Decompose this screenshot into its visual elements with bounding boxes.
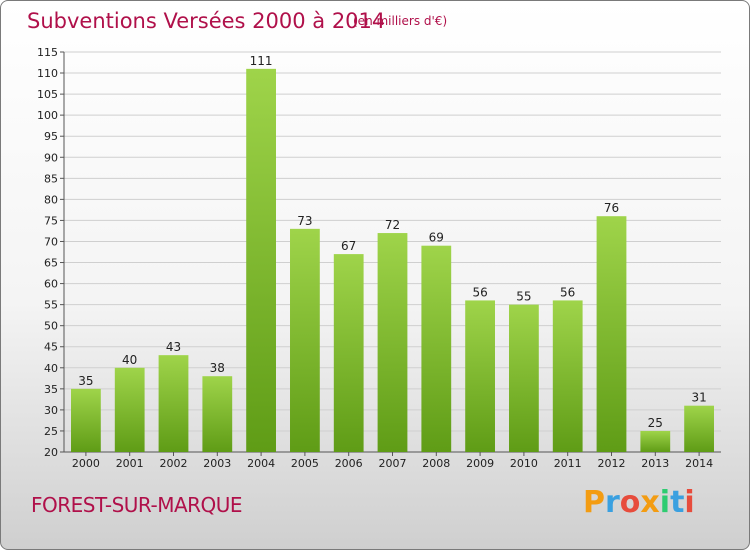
y-tick-label: 70 [44, 235, 58, 248]
data-label-2003: 38 [210, 361, 225, 375]
y-tick-label: 105 [37, 88, 58, 101]
y-tick-label: 40 [44, 362, 58, 375]
y-tick-label: 90 [44, 151, 58, 164]
logo-letter: i [659, 485, 671, 520]
data-label-2009: 56 [472, 285, 487, 299]
bar-2012 [596, 216, 627, 452]
x-tick-label-2004: 2004 [247, 457, 275, 470]
bar-2004 [246, 68, 276, 452]
y-tick-label: 35 [44, 383, 58, 396]
data-label-2014: 31 [691, 391, 706, 405]
bar-2008 [421, 245, 452, 452]
data-label-2010: 55 [516, 290, 531, 304]
y-tick-label: 20 [44, 446, 58, 459]
y-tick-label: 50 [44, 320, 58, 333]
bars [71, 68, 714, 452]
bar-2007 [377, 233, 408, 452]
y-tick-label: 100 [37, 109, 58, 122]
bar-2006 [333, 254, 364, 452]
x-tick-label-2006: 2006 [335, 457, 363, 470]
x-tick-label-2001: 2001 [116, 457, 144, 470]
y-tick-label: 65 [44, 257, 58, 270]
logo-letter: o [619, 485, 641, 520]
x-tick-label-2008: 2008 [422, 457, 450, 470]
y-tick-label: 85 [44, 172, 58, 185]
data-label-2012: 76 [604, 201, 619, 215]
data-label-2001: 40 [122, 353, 137, 367]
data-label-2005: 73 [297, 214, 312, 228]
bar-2005 [290, 228, 320, 452]
chart-unit: (en milliers d'€) [353, 14, 448, 28]
data-label-2008: 69 [429, 231, 444, 245]
bar-2011 [552, 300, 583, 452]
y-tick-label: 75 [44, 214, 58, 227]
x-tick-label-2013: 2013 [641, 457, 669, 470]
bar-2014 [684, 405, 714, 452]
bar-2003 [202, 376, 233, 452]
y-tick-label: 115 [37, 46, 58, 59]
x-tick-label-2003: 2003 [203, 457, 231, 470]
bar-2000 [71, 388, 101, 452]
logo-letter: x [640, 485, 660, 520]
proxiti-logo[interactable]: Proxiti [583, 485, 695, 520]
x-tick-label-2014: 2014 [685, 457, 713, 470]
y-tick-label: 110 [37, 67, 58, 80]
y-tick-label: 30 [44, 404, 58, 417]
y-tick-label: 95 [44, 130, 58, 143]
logo-letter: t [670, 485, 685, 520]
y-tick-label: 45 [44, 341, 58, 354]
data-label-2000: 35 [78, 374, 93, 388]
x-tick-label-2000: 2000 [72, 457, 100, 470]
y-tick-label: 55 [44, 299, 58, 312]
x-tick-label-2012: 2012 [598, 457, 626, 470]
logo-letter: r [605, 485, 620, 520]
bar-2013 [640, 430, 671, 452]
data-label-2004: 111 [250, 54, 273, 68]
data-label-2011: 56 [560, 285, 575, 299]
y-tick-label: 80 [44, 193, 58, 206]
data-labels: 35 40 43 38 111 73 67 72 69 56 55 56 76 25 31 [78, 54, 706, 430]
bar-2010 [509, 304, 539, 452]
x-tick-label-2011: 2011 [554, 457, 582, 470]
data-label-2013: 25 [648, 416, 663, 430]
y-tick-label: 25 [44, 425, 58, 438]
data-label-2007: 72 [385, 218, 400, 232]
x-tick-label-2007: 2007 [379, 457, 407, 470]
town-name: FOREST-SUR-MARQUE [31, 493, 243, 517]
x-tick-label-2002: 2002 [160, 457, 188, 470]
x-tick-label-2010: 2010 [510, 457, 538, 470]
logo-letter: i [684, 485, 695, 520]
chart-title: Subventions Versées 2000 à 2014 [27, 9, 386, 33]
x-tick-label-2005: 2005 [291, 457, 319, 470]
bar-2001 [114, 367, 145, 452]
x-tick-label-2009: 2009 [466, 457, 494, 470]
data-label-2006: 67 [341, 239, 356, 253]
bar-2009 [465, 300, 495, 452]
bar-2002 [158, 355, 189, 452]
data-label-2002: 43 [166, 340, 181, 354]
logo-letter: P [583, 485, 605, 520]
y-tick-label: 60 [44, 278, 58, 291]
